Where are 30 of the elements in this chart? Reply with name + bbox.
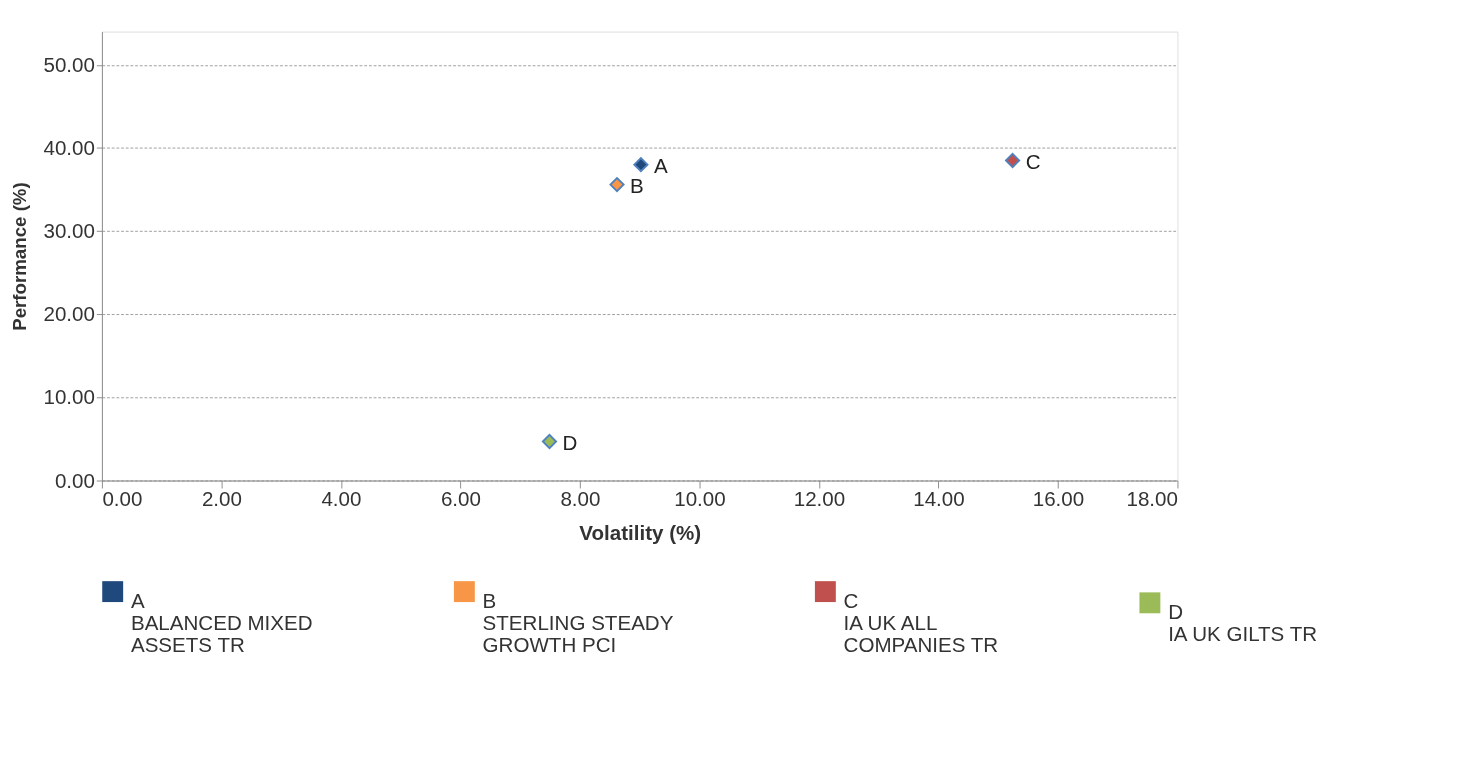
y-tick-label: 10.00 xyxy=(43,385,95,409)
legend-label: D IA UK GILTS TR xyxy=(1168,599,1318,646)
point xyxy=(1005,152,1021,169)
y-tick-label: 50.00 xyxy=(43,52,95,76)
annotation: C xyxy=(1025,149,1041,173)
x-tick-label: 2.00 xyxy=(201,487,242,511)
legend-label: A BALANCED MIXED ASSETS TR xyxy=(130,588,313,657)
x-tick-label: 18.00 xyxy=(1126,487,1178,511)
point xyxy=(609,177,625,193)
legend-label: B STERLING STEADY GROWTH PCI xyxy=(482,588,674,657)
x-tick-label: 8.00 xyxy=(560,487,601,511)
annotation: D xyxy=(562,430,578,454)
x-tick-label: 14.00 xyxy=(913,487,965,511)
y-tick-label: 40.00 xyxy=(43,136,95,160)
x-tick-label: 0.00 xyxy=(102,487,143,511)
x-tick-label: 10.00 xyxy=(674,487,726,511)
point xyxy=(633,157,649,173)
x-tick-label: 6.00 xyxy=(440,487,481,511)
point xyxy=(541,433,558,450)
legend-label: C IA UK ALL COMPANIES TR xyxy=(843,588,999,657)
y-tick-label: 0.00 xyxy=(54,468,95,492)
x-axis-title: Volatility (%) xyxy=(579,520,702,544)
y-tick-label: 20.00 xyxy=(43,302,95,326)
y-axis-title: Performance (%) xyxy=(8,182,30,331)
x-tick-label: 4.00 xyxy=(321,487,362,511)
x-tick-label: 16.00 xyxy=(1032,487,1085,511)
y-tick-label: 30.00 xyxy=(43,219,95,243)
annotation: A xyxy=(654,154,668,178)
x-tick-label: 12.00 xyxy=(793,487,846,511)
annotation: B xyxy=(630,174,644,198)
